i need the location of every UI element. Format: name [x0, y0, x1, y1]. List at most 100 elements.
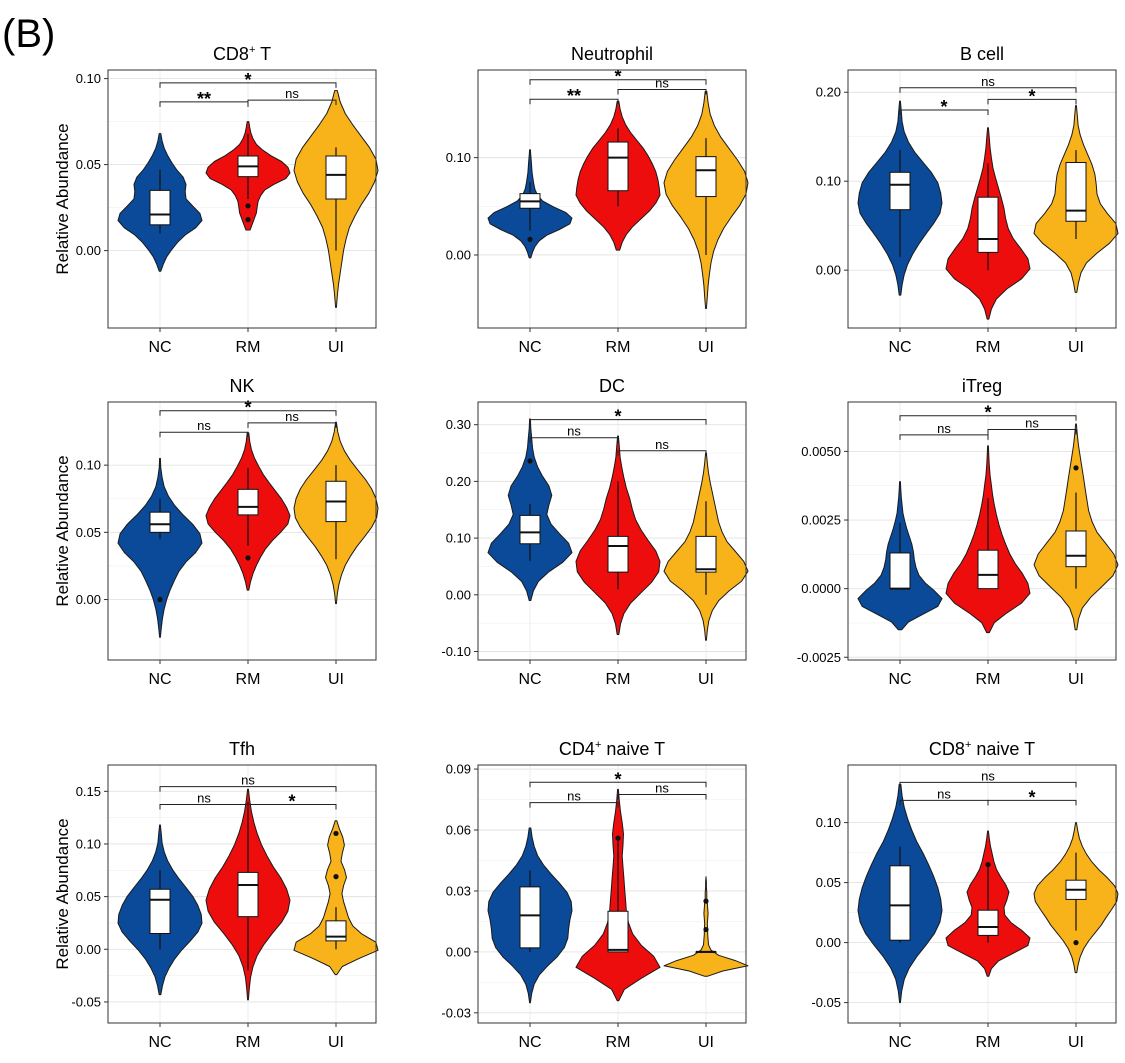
x-tick-label: NC	[518, 671, 541, 688]
x-tick-label: RM	[606, 339, 631, 356]
y-tick-label: 0.05	[816, 875, 841, 890]
significance-label: **	[197, 89, 211, 109]
y-tick-label: -0.10	[441, 644, 471, 659]
box	[695, 535, 717, 573]
significance-bracket: *	[899, 97, 989, 117]
plot-border	[107, 764, 377, 1024]
y-axis-title: Relative Abundance	[53, 123, 72, 274]
significance-label: ns	[567, 424, 581, 439]
significance-label: ns	[981, 768, 995, 783]
y-tick-label: 0.03	[446, 883, 471, 898]
significance-label: *	[984, 403, 991, 423]
box	[149, 511, 171, 533]
panel-title: CD4+ naive T	[559, 739, 665, 759]
x-tick-label: UI	[698, 1034, 714, 1051]
y-tick-label: 0.15	[76, 784, 101, 799]
significance-bracket: ns	[529, 424, 619, 443]
x-tick-label: RM	[976, 671, 1001, 688]
violin-ui	[293, 820, 379, 976]
violin-panel: Tfh -0.05 0.00 0.05 0.10 0.15 ns * ns NC RM UI	[71, 739, 379, 1051]
y-tick-label: 0.10	[76, 836, 101, 851]
x-tick-label: NC	[888, 1034, 911, 1051]
y-tick-label: 0.00	[446, 944, 471, 959]
x-tick-label: RM	[236, 1034, 261, 1051]
significance-bracket: ns	[159, 418, 249, 438]
x-tick-label: RM	[236, 339, 261, 356]
significance-bracket: ns	[617, 437, 707, 456]
panel-title: CD8+ T	[213, 44, 271, 64]
significance-label: ns	[285, 409, 299, 424]
significance-bracket: *	[529, 67, 707, 87]
y-tick-label: 0.0025	[801, 513, 841, 528]
y-tick-label: 0.10	[816, 174, 841, 189]
y-tick-label: 0.00	[76, 592, 101, 607]
significance-label: ns	[241, 773, 255, 788]
significance-bracket: ns	[529, 789, 619, 808]
x-tick-label: UI	[1068, 671, 1084, 688]
plot-border	[847, 69, 1117, 329]
outlier-point	[245, 203, 251, 209]
y-axis-title: Relative Abundance	[53, 818, 72, 969]
box	[607, 535, 629, 573]
violin-panel: DC -0.10 0.00 0.10 0.20 0.30 ns ns * NC RM UI	[441, 376, 749, 688]
box	[325, 155, 347, 200]
significance-label: ns	[937, 421, 951, 436]
box	[695, 156, 717, 198]
plot-border	[847, 401, 1117, 661]
y-tick-label: 0.0050	[801, 444, 841, 459]
outlier-point	[985, 862, 991, 868]
significance-bracket: *	[159, 70, 337, 90]
panel-title: iTreg	[962, 376, 1002, 396]
x-tick-label: UI	[698, 339, 714, 356]
panels: CD8+ T0.000.050.10** ns*NC RM UINeutrophil0…	[71, 44, 1119, 1051]
y-tick-label: -0.05	[811, 995, 841, 1010]
y-tick-label: 0.00	[446, 247, 471, 262]
box	[237, 488, 259, 516]
significance-bracket: ns	[987, 415, 1077, 435]
box	[149, 189, 171, 226]
y-tick-label: 0.10	[446, 150, 471, 165]
significance-label: *	[614, 67, 621, 87]
y-axis-labels: Relative Abundance Relative Abundance Rela…	[53, 123, 72, 969]
outlier-point	[703, 898, 709, 904]
box	[325, 920, 347, 942]
outlier-point	[333, 874, 339, 880]
x-tick-label: NC	[518, 339, 541, 356]
outlier-point	[615, 835, 621, 841]
violin-panel: NK 0.00 0.05 0.10 ns ns * NC RM UI	[76, 376, 379, 688]
significance-bracket: **	[529, 86, 619, 106]
significance-label: ns	[655, 75, 669, 90]
significance-label: ns	[655, 780, 669, 795]
violin-panel: CD8+ naive T -0.05 0.00 0.05 0.10 ns * ns NC RM UI	[811, 739, 1119, 1051]
panel-title: CD8+ naive T	[929, 739, 1035, 759]
x-tick-label: UI	[1068, 339, 1084, 356]
x-tick-label: RM	[236, 671, 261, 688]
box	[519, 514, 541, 545]
significance-label: *	[288, 791, 295, 811]
significance-bracket: ns	[617, 75, 707, 95]
box	[607, 910, 629, 953]
plot-border	[477, 764, 747, 1024]
y-tick-label: 0.20	[446, 474, 471, 489]
box	[1065, 530, 1087, 568]
panel-title: NK	[229, 376, 254, 396]
outlier-point	[527, 236, 533, 243]
y-tick-label: 0.00	[76, 243, 101, 258]
significance-bracket: *	[529, 407, 707, 427]
significance-bracket: *	[159, 398, 337, 418]
box	[977, 909, 999, 936]
plot-border	[477, 401, 747, 661]
significance-bracket: *	[247, 791, 337, 811]
significance-bracket: ns	[899, 74, 1077, 93]
outlier-point	[703, 926, 709, 933]
significance-bracket: ns	[247, 86, 337, 106]
box	[889, 865, 911, 941]
significance-label: ns	[981, 74, 995, 89]
x-tick-label: UI	[328, 339, 344, 356]
y-tick-label: 0.0000	[801, 581, 841, 596]
significance-label: *	[614, 407, 621, 427]
significance-label: *	[940, 97, 947, 117]
x-tick-label: NC	[518, 1034, 541, 1051]
y-tick-label: 0.10	[76, 71, 101, 86]
y-tick-label: 0.10	[816, 815, 841, 830]
